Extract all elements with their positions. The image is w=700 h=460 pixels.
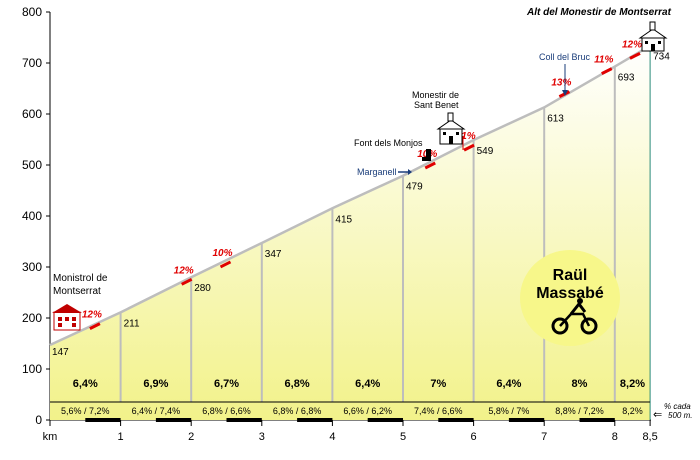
km-gradient-label: 6,4%: [496, 378, 521, 390]
elevation-label: 415: [335, 214, 352, 225]
half-km-gradient-label: 8,8% / 7,2%: [555, 406, 604, 416]
start-town-icon: [52, 304, 82, 331]
sant-benet-line2: Sant Benet: [414, 100, 459, 110]
chart-title: Alt del Monestir de Montserrat: [526, 7, 672, 18]
x-tick-label: 1: [118, 431, 124, 443]
profile-area: [50, 45, 651, 420]
monastery-icon: [436, 112, 466, 145]
credit-line1: Raül: [553, 267, 588, 284]
x-tick-label: 8: [612, 431, 618, 443]
km-gradient-label: 6,7%: [214, 378, 239, 390]
half-km-segment: [297, 418, 333, 422]
half-km-gradient-label: 7,4% / 6,6%: [414, 406, 463, 416]
summit-church-icon: [638, 21, 668, 52]
half-km-band: [50, 401, 651, 422]
elevation-labels: 147 211 280 347 415 479 549 613 693 734: [52, 52, 670, 358]
elevation-label: 211: [124, 318, 140, 329]
steep-section-label: 11%: [456, 131, 475, 142]
y-tick-label: 200: [22, 311, 42, 325]
sant-benet-line1: Monestir de: [412, 90, 459, 100]
half-km-segment: [85, 418, 121, 422]
elevation-label: 549: [477, 146, 494, 157]
km-gradient-label: 8,2%: [620, 378, 645, 390]
start-place-line1: Monistrol de: [53, 273, 108, 284]
elevation-label: 693: [618, 73, 635, 84]
y-tick-label: 300: [22, 260, 42, 274]
km-gradient-label: 8%: [572, 378, 588, 390]
elevation-label: 613: [547, 113, 564, 124]
x-tick-labels: km 1 2 3 4 5 6 7 8 8,5: [43, 420, 658, 443]
half-km-gradient-label: 6,8% / 6,6%: [202, 406, 251, 416]
half-km-gradient-label: 5,6% / 7,2%: [61, 406, 110, 416]
steep-section-label: 12%: [174, 265, 194, 276]
km-divider-lines: [119, 66, 616, 402]
km-gradient-labels: 6,4% 6,9% 6,7% 6,8% 6,4% 7% 6,4% 8% 8,2%: [73, 378, 645, 390]
half-km-gradient-label: 8,2%: [622, 406, 643, 416]
x-tick-label: 7: [541, 431, 547, 443]
steep-section-segment: [601, 67, 613, 75]
y-tick-label: 400: [22, 209, 42, 223]
x-tick-label: 8,5: [642, 431, 657, 443]
elevation-label: 147: [52, 347, 69, 358]
coll-bruc-label: Coll del Bruc: [539, 52, 591, 62]
x-tick-label: 4: [329, 431, 335, 443]
steep-section-segment: [463, 143, 475, 152]
half-km-gradient-label: 6,6% / 6,2%: [343, 406, 392, 416]
y-tick-label: 800: [22, 5, 42, 19]
y-tick-labels: 0 100 200 300 400 500 600 700 800: [22, 5, 50, 427]
steep-section-label: 10%: [212, 248, 232, 259]
elevation-label: 479: [406, 182, 423, 193]
x-tick-label: km: [43, 431, 58, 443]
half-km-segment: [508, 418, 545, 422]
steep-section-segment: [629, 52, 641, 60]
steep-section-segment: [180, 277, 193, 286]
y-tick-label: 600: [22, 107, 42, 121]
x-tick-label: 5: [400, 431, 406, 443]
font-monjos-label: Font dels Monjos: [354, 138, 423, 148]
cyclist-icon: [551, 298, 598, 335]
km-gradient-label: 6,9%: [143, 378, 168, 390]
coll-bruc-arrow-head: [562, 90, 568, 96]
elevation-label: 280: [194, 283, 211, 294]
credit-line2: Massabé: [536, 285, 604, 302]
half-km-segment: [226, 418, 262, 422]
profile-line: [49, 44, 651, 347]
half-km-gradient-label: 5,8% / 7%: [488, 406, 529, 416]
steep-section-label: 12%: [82, 310, 102, 321]
steep-section-segment: [219, 260, 232, 269]
half-km-segment: [155, 418, 192, 422]
y-tick-label: 100: [22, 362, 42, 376]
y-tick-label: 500: [22, 158, 42, 172]
start-place-line2: Montserrat: [53, 286, 101, 297]
km-gradient-label: 6,4%: [355, 378, 380, 390]
half-km-segment: [579, 418, 615, 422]
steep-section-label: 12%: [622, 39, 642, 50]
elevation-label: 347: [265, 249, 282, 260]
steep-section-segment: [424, 161, 436, 170]
km-gradient-label: 7%: [430, 378, 446, 390]
half-km-gradient-label: 6,8% / 6,8%: [273, 406, 322, 416]
steep-section-segment: [89, 322, 101, 330]
km-gradient-label: 6,4%: [73, 378, 98, 390]
half-km-gradient-label: 6,4% / 7,4%: [132, 406, 181, 416]
y-tick-label: 700: [22, 56, 42, 70]
y-tick-label: 0: [35, 413, 42, 427]
half-km-segment: [438, 418, 474, 422]
half-km-gradient-labels: 5,6% / 7,2% 6,4% / 7,4% 6,8% / 6,6% 6,8% / …: [61, 406, 643, 416]
half-km-note-line1: % cada: [664, 402, 691, 411]
half-km-note-line2: 500 m.: [668, 411, 692, 420]
half-km-segment: [367, 418, 403, 422]
fountain-icon: [422, 149, 431, 161]
steep-section-label: 13%: [551, 78, 571, 89]
x-tick-label: 6: [471, 431, 477, 443]
half-km-note-arrow: ⇐: [653, 409, 662, 421]
x-tick-label: 2: [188, 431, 194, 443]
steep-section-label: 11%: [594, 55, 613, 66]
elevation-label: 734: [653, 52, 670, 63]
km-gradient-label: 6,8%: [285, 378, 310, 390]
marganell-arrow-head: [408, 169, 412, 175]
x-tick-label: 3: [259, 431, 265, 443]
marganell-label: Marganell: [357, 167, 397, 177]
